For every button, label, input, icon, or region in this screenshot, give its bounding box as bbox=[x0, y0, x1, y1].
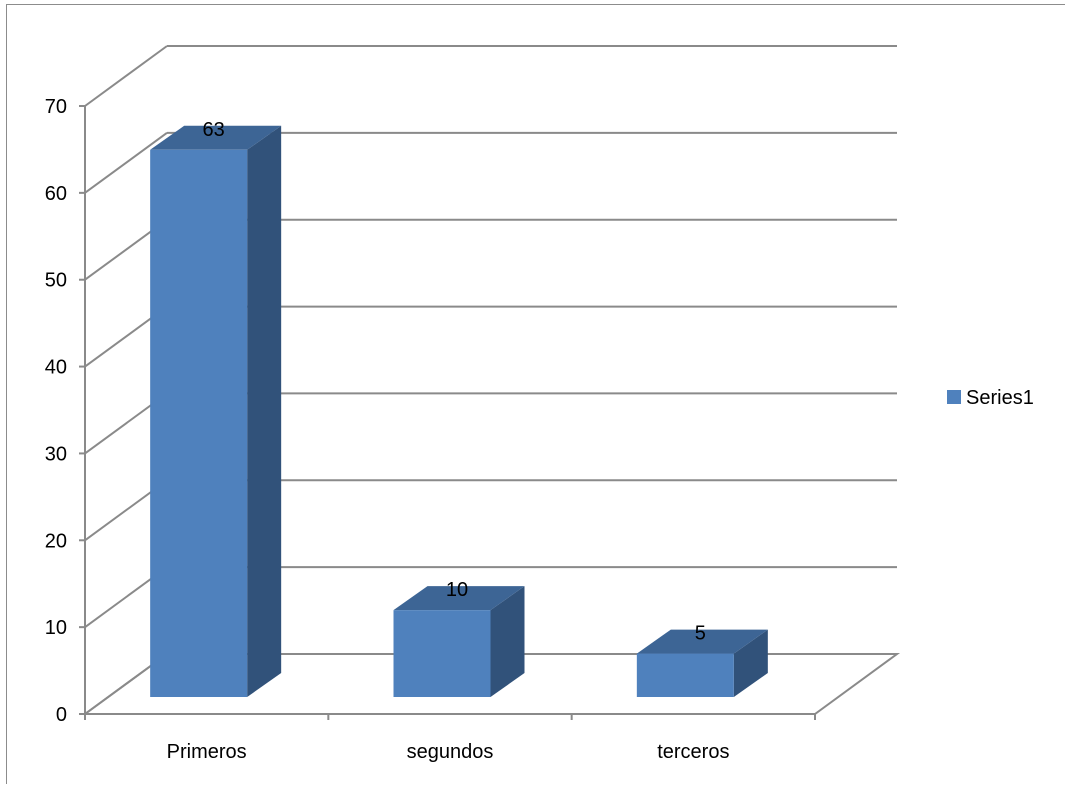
y-tick-label-0: 0 bbox=[56, 704, 67, 726]
y-tick-label-30: 30 bbox=[45, 443, 67, 465]
bar-top bbox=[393, 586, 525, 611]
bar-side bbox=[247, 125, 282, 698]
data-label-terceros: 5 bbox=[695, 623, 706, 645]
label-layer: 63 Primeros 10 segundos 5 terceros bbox=[167, 119, 730, 763]
x-tick-label-primeros: Primeros bbox=[167, 741, 247, 763]
data-label-primeros: 63 bbox=[203, 119, 225, 141]
grid-layer bbox=[81, 45, 901, 715]
y-tick-label-10: 10 bbox=[45, 617, 67, 639]
bar-layer bbox=[150, 125, 768, 698]
bar-terceros bbox=[636, 629, 768, 697]
bar-top bbox=[636, 629, 768, 654]
data-label-segundos: 10 bbox=[446, 579, 468, 601]
x-tick-label-segundos: segundos bbox=[407, 741, 494, 763]
y-tick-label-40: 40 bbox=[45, 357, 67, 379]
y-tick-label-60: 60 bbox=[45, 183, 67, 205]
bar-segundos bbox=[393, 586, 525, 697]
legend: Series1 bbox=[947, 387, 1034, 409]
legend-swatch-series1 bbox=[947, 390, 961, 404]
bar-top bbox=[150, 125, 282, 150]
gridline-wall-70 bbox=[84, 45, 168, 107]
y-tick-label-50: 50 bbox=[45, 270, 67, 292]
chart-frame bbox=[6, 4, 1065, 784]
gridline-wall-60 bbox=[84, 132, 168, 194]
y-tick-label-20: 20 bbox=[45, 530, 67, 552]
bar-front bbox=[150, 149, 248, 698]
bar-primeros bbox=[150, 125, 282, 698]
legend-label-series1: Series1 bbox=[966, 387, 1034, 409]
x-tick-label-terceros: terceros bbox=[657, 741, 729, 763]
bar-side bbox=[490, 586, 525, 697]
bar-front bbox=[636, 653, 734, 697]
bar-front bbox=[393, 610, 491, 697]
y-tick-label-70: 70 bbox=[45, 96, 67, 118]
bar-side bbox=[733, 629, 768, 697]
axis-layer: 0 10 20 30 40 50 60 70 bbox=[45, 96, 816, 726]
